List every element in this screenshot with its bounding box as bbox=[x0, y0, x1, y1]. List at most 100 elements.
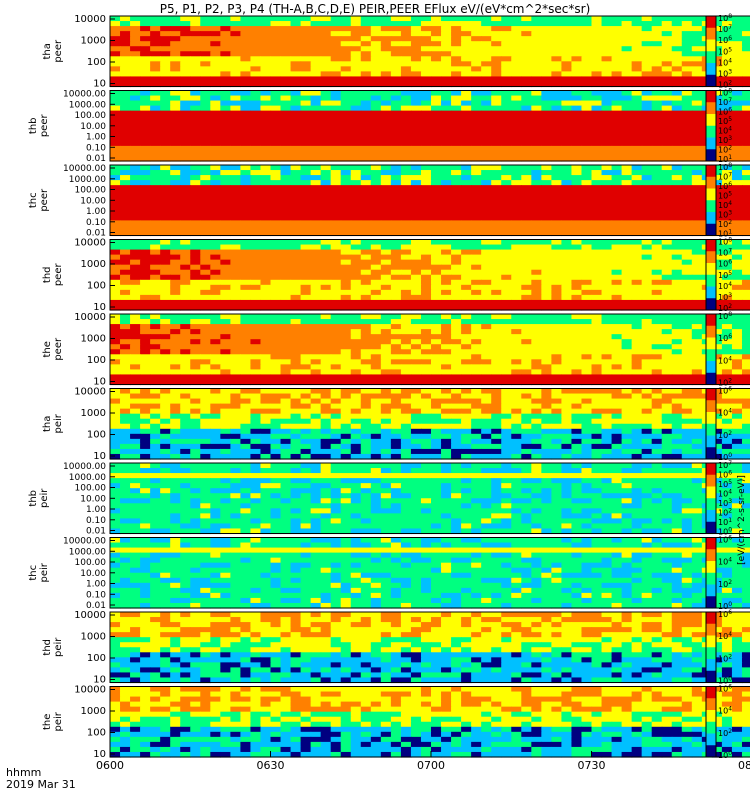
heatmap-cell bbox=[140, 279, 151, 286]
heatmap-cell bbox=[741, 344, 750, 350]
heatmap-cell bbox=[340, 249, 352, 256]
heatmap-cell bbox=[400, 349, 412, 355]
heatmap-cell bbox=[380, 279, 392, 286]
heatmap-cell bbox=[511, 120, 522, 127]
heatmap-cell bbox=[511, 329, 522, 335]
heatmap-cell bbox=[330, 374, 342, 381]
heatmap-cell bbox=[601, 185, 613, 191]
heatmap-cell bbox=[731, 369, 743, 376]
heatmap-cell bbox=[330, 71, 342, 78]
heatmap-cell bbox=[491, 388, 502, 395]
heatmap-cell bbox=[461, 354, 472, 360]
heatmap-cell bbox=[441, 100, 452, 107]
heatmap-cell bbox=[451, 76, 462, 83]
heatmap-cell bbox=[741, 284, 750, 291]
heatmap-cell bbox=[320, 185, 332, 191]
heatmap-cell bbox=[370, 354, 382, 360]
heatmap-cell bbox=[110, 259, 121, 266]
heatmap-cell bbox=[380, 344, 392, 350]
heatmap-cell bbox=[631, 125, 643, 132]
heatmap-cell bbox=[330, 41, 342, 47]
heatmap-cell bbox=[681, 215, 693, 221]
heatmap-cell bbox=[390, 41, 402, 47]
heatmap-cell bbox=[390, 349, 402, 355]
heatmap-cell bbox=[581, 120, 593, 127]
heatmap-cell bbox=[160, 230, 171, 237]
heatmap-cell bbox=[501, 264, 512, 271]
heatmap-cell bbox=[721, 100, 733, 107]
heatmap-cell bbox=[310, 294, 322, 301]
heatmap-cell bbox=[130, 51, 141, 57]
colorbar-cell bbox=[706, 83, 716, 87]
heatmap-cell bbox=[571, 21, 583, 27]
heatmap-cell bbox=[140, 100, 151, 107]
heatmap-cell bbox=[220, 339, 231, 345]
heatmap-cell bbox=[340, 110, 352, 117]
heatmap-cell bbox=[641, 299, 653, 306]
heatmap-cell bbox=[200, 41, 211, 47]
heatmap-cell bbox=[130, 95, 141, 102]
heatmap-cell bbox=[150, 150, 161, 157]
heatmap-cell bbox=[150, 364, 161, 370]
heatmap-cell bbox=[380, 349, 392, 355]
heatmap-cell bbox=[270, 46, 282, 52]
heatmap-cell bbox=[350, 71, 362, 78]
heatmap-cell bbox=[130, 403, 141, 410]
heatmap-cell bbox=[220, 324, 231, 330]
heatmap-cell bbox=[611, 344, 623, 350]
heatmap-cell bbox=[511, 324, 522, 330]
heatmap-cell bbox=[250, 155, 262, 162]
heatmap-cell bbox=[461, 145, 472, 152]
heatmap-cell bbox=[561, 269, 573, 276]
heatmap-cell bbox=[731, 21, 743, 27]
heatmap-cell bbox=[571, 155, 583, 162]
heatmap-cell bbox=[200, 185, 211, 191]
heatmap-cell bbox=[220, 244, 231, 251]
heatmap-cell bbox=[661, 150, 673, 157]
heatmap-cell bbox=[160, 215, 171, 221]
heatmap-cell bbox=[731, 61, 743, 67]
heatmap-cell bbox=[461, 244, 472, 251]
heatmap-cell bbox=[400, 90, 412, 97]
heatmap-cell bbox=[230, 269, 242, 276]
heatmap-cell bbox=[210, 403, 221, 410]
heatmap-cell bbox=[170, 175, 181, 181]
heatmap-cell bbox=[110, 289, 121, 296]
heatmap-cell bbox=[220, 31, 231, 37]
heatmap-cell bbox=[120, 339, 131, 345]
heatmap-cell bbox=[611, 254, 623, 261]
heatmap-cell bbox=[731, 398, 743, 405]
heatmap-cell bbox=[431, 110, 442, 117]
heatmap-cell bbox=[360, 130, 372, 137]
heatmap-cell bbox=[491, 344, 502, 350]
heatmap-cell bbox=[631, 279, 643, 286]
heatmap-cell bbox=[120, 319, 131, 325]
heatmap-cell bbox=[721, 388, 733, 395]
heatmap-cell bbox=[461, 125, 472, 132]
heatmap-cell bbox=[380, 324, 392, 330]
heatmap-cell bbox=[441, 215, 452, 221]
heatmap-cell bbox=[380, 329, 392, 335]
heatmap-cell bbox=[651, 100, 663, 107]
heatmap-cell bbox=[320, 71, 332, 78]
heatmap-cell bbox=[571, 110, 583, 117]
heatmap-cell bbox=[180, 393, 191, 400]
heatmap-cell bbox=[731, 393, 743, 400]
heatmap-cell bbox=[601, 66, 613, 72]
colorbar-tick-base: 10 bbox=[718, 58, 728, 67]
heatmap-cell bbox=[731, 244, 743, 251]
heatmap-cell bbox=[491, 379, 502, 386]
heatmap-cell bbox=[350, 388, 362, 395]
heatmap-cell bbox=[310, 205, 322, 211]
heatmap-cell bbox=[571, 324, 583, 330]
heatmap-cell bbox=[200, 349, 211, 355]
heatmap-cell bbox=[731, 125, 743, 132]
heatmap-cell bbox=[210, 225, 221, 232]
heatmap-cell bbox=[260, 225, 272, 232]
heatmap-cell bbox=[581, 76, 593, 83]
heatmap-cell bbox=[621, 195, 633, 201]
heatmap-cell bbox=[160, 329, 171, 335]
heatmap-cell bbox=[591, 259, 603, 266]
colorbar-tick-base: 10 bbox=[718, 230, 728, 239]
heatmap-cell bbox=[591, 205, 603, 211]
